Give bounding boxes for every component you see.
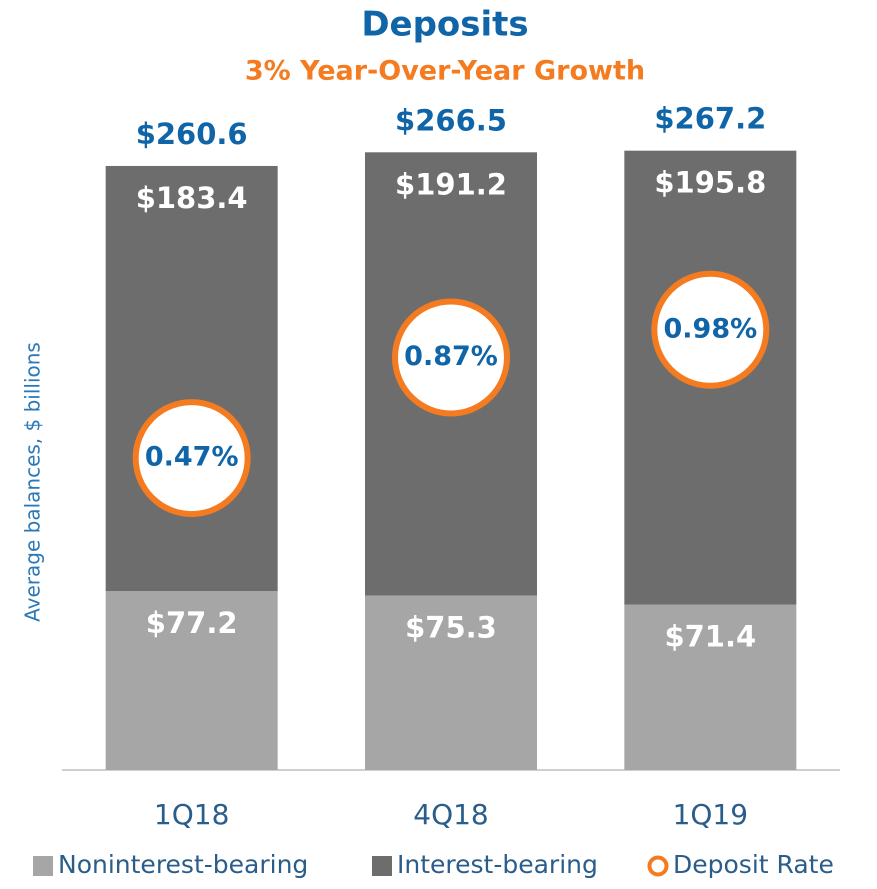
rate-marker	[651, 270, 770, 389]
total-label: $267.2	[654, 102, 766, 136]
total-label: $266.5	[395, 103, 507, 137]
x-tick-label: 1Q19	[673, 798, 748, 831]
legend-label: Noninterest-bearing	[58, 850, 308, 879]
bar-segment	[365, 595, 537, 770]
y-axis-label: Average balances, $ billions	[21, 342, 45, 622]
total-label: $260.6	[136, 117, 248, 151]
segment-label: $77.2	[146, 606, 238, 640]
chart-subtitle: 3% Year-Over-Year Growth	[245, 56, 645, 87]
segment-label: $191.2	[395, 167, 507, 201]
legend-marker	[33, 856, 53, 876]
x-tick-label: 4Q18	[413, 798, 488, 831]
bar-segment	[105, 591, 278, 770]
legend-marker	[647, 855, 669, 877]
rate-label: 0.98%	[663, 313, 757, 344]
segment-label: $195.8	[654, 166, 766, 200]
legend-marker	[372, 856, 392, 876]
rate-label: 0.47%	[145, 442, 239, 473]
segment-label: $75.3	[405, 610, 497, 644]
x-tick-label: 1Q18	[154, 798, 229, 831]
bar-segment	[105, 165, 278, 592]
legend-label: Deposit Rate	[673, 850, 834, 879]
chart-title: Deposits	[361, 5, 528, 45]
rate-label: 0.87%	[404, 341, 498, 372]
segment-label: $71.4	[664, 620, 756, 654]
segment-label: $183.4	[136, 181, 248, 215]
rate-marker	[392, 298, 510, 417]
bar-segment	[624, 604, 797, 770]
legend-label: Interest-bearing	[397, 850, 598, 879]
rate-marker	[132, 399, 251, 518]
